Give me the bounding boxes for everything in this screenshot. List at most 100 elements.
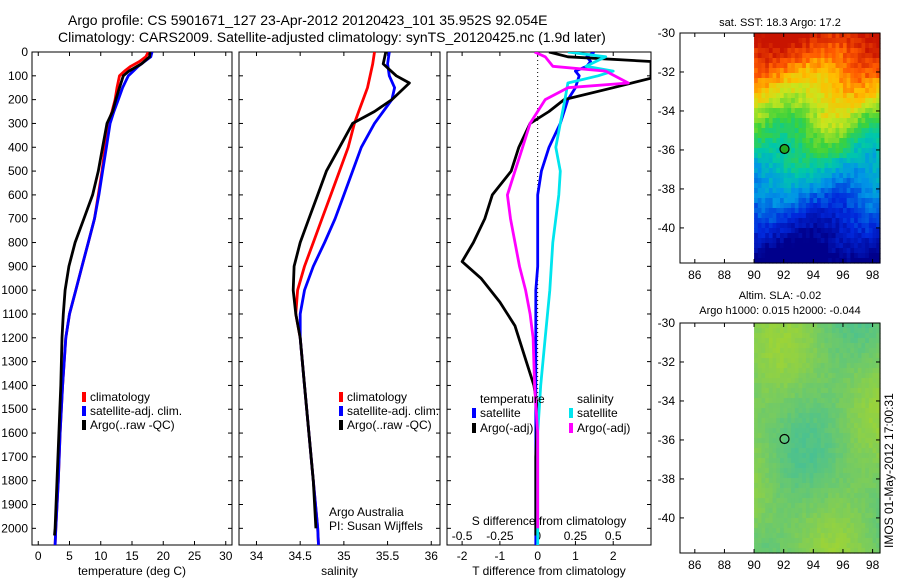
heatmap-cell (780, 248, 785, 254)
heatmap-cell (854, 193, 859, 199)
heatmap-cell (824, 498, 829, 504)
heatmap-cell (809, 128, 814, 134)
heatmap-cell (854, 33, 859, 39)
heatmap-cell (857, 498, 863, 504)
heatmap-cell (794, 48, 800, 54)
heatmap-cell (835, 498, 840, 504)
heatmap-cell (765, 78, 770, 84)
heatmap-cell (831, 513, 837, 519)
heatmap-cell (868, 383, 874, 389)
heatmap-cell (857, 528, 863, 534)
heatmap-cell (802, 248, 807, 254)
heatmap-cell (757, 238, 763, 244)
heatmap-cell (783, 328, 788, 334)
heatmap-cell (861, 388, 866, 394)
heatmap-cell (761, 533, 766, 539)
heatmap-cell (791, 153, 796, 159)
heatmap-cell (842, 83, 848, 89)
heatmap-cell (835, 143, 840, 149)
heatmap-cell (780, 183, 785, 189)
heatmap-cell (794, 88, 800, 94)
heatmap-cell (831, 468, 837, 474)
heatmap-cell (828, 538, 833, 544)
heatmap-cell (798, 198, 803, 204)
heatmap-cell (761, 358, 766, 364)
x-tick-label: 98 (866, 558, 880, 572)
heatmap-cell (820, 493, 826, 499)
heatmap-cell (794, 108, 800, 114)
heatmap-cell (776, 148, 781, 154)
heatmap-cell (828, 213, 833, 219)
heatmap-cell (817, 413, 822, 419)
heatmap-cell (765, 458, 770, 464)
heatmap-cell (809, 238, 814, 244)
heatmap-cell (794, 58, 800, 64)
heatmap-cell (857, 473, 863, 479)
heatmap-cell (765, 233, 770, 239)
heatmap-cell (794, 63, 800, 69)
heatmap-cell (842, 323, 848, 329)
heatmap-cell (842, 223, 848, 229)
heatmap-cell (813, 548, 818, 554)
heatmap-cell (798, 203, 803, 209)
heatmap-cell (765, 53, 770, 59)
heatmap-cell (842, 348, 848, 354)
heatmap-cell (842, 338, 848, 344)
heatmap-cell (865, 248, 870, 254)
heatmap-cell (854, 343, 859, 349)
heatmap-cell (802, 383, 807, 389)
heatmap-cell (761, 368, 766, 374)
heatmap-cell (757, 133, 763, 139)
heatmap-cell (809, 213, 814, 219)
heatmap-cell (876, 388, 881, 394)
heatmap-cell (809, 233, 814, 239)
heatmap-cell (809, 328, 814, 334)
heatmap-cell (835, 478, 840, 484)
x-tick-label: 92 (777, 558, 791, 572)
heatmap-cell (802, 473, 807, 479)
heatmap-cell (802, 328, 807, 334)
heatmap-cell (820, 408, 826, 414)
heatmap-cell (854, 353, 859, 359)
heatmap-cell (854, 98, 859, 104)
heatmap-cell (861, 363, 866, 369)
series-line-4 (505, 52, 630, 529)
heatmap-cell (824, 38, 829, 44)
y-tick-label: 1600 (1, 426, 28, 440)
heatmap-cell (798, 193, 803, 199)
heatmap-cell (783, 508, 788, 514)
heatmap-cell (846, 158, 851, 164)
heatmap-cell (794, 388, 800, 394)
heatmap-cell (861, 493, 866, 499)
y-tick-label: 100 (8, 69, 28, 83)
heatmap-cell (817, 328, 822, 334)
heatmap-cell (861, 208, 866, 214)
heatmap-cell (776, 243, 781, 249)
heatmap-cell (765, 463, 770, 469)
heatmap-cell (787, 478, 792, 484)
heatmap-cell (802, 468, 807, 474)
heatmap-cell (813, 493, 818, 499)
heatmap-cell (798, 248, 803, 254)
heatmap-cell (754, 253, 759, 259)
heatmap-cell (787, 488, 792, 494)
heatmap-cell (857, 358, 863, 364)
heatmap-cell (787, 433, 792, 439)
heatmap-cell (794, 248, 800, 254)
heatmap-cell (842, 383, 848, 389)
heatmap-cell (791, 333, 796, 339)
heatmap-cell (761, 543, 766, 549)
heatmap-cell (791, 43, 796, 49)
heatmap-cell (861, 178, 866, 184)
heatmap-cell (831, 408, 837, 414)
heatmap-cell (761, 228, 766, 234)
heatmap-cell (865, 228, 870, 234)
heatmap-cell (798, 523, 803, 529)
heatmap-cell (798, 213, 803, 219)
heatmap-cell (787, 383, 792, 389)
heatmap-cell (776, 103, 781, 109)
heatmap-cell (802, 533, 807, 539)
heatmap-cell (824, 73, 829, 79)
heatmap-cell (868, 38, 874, 44)
